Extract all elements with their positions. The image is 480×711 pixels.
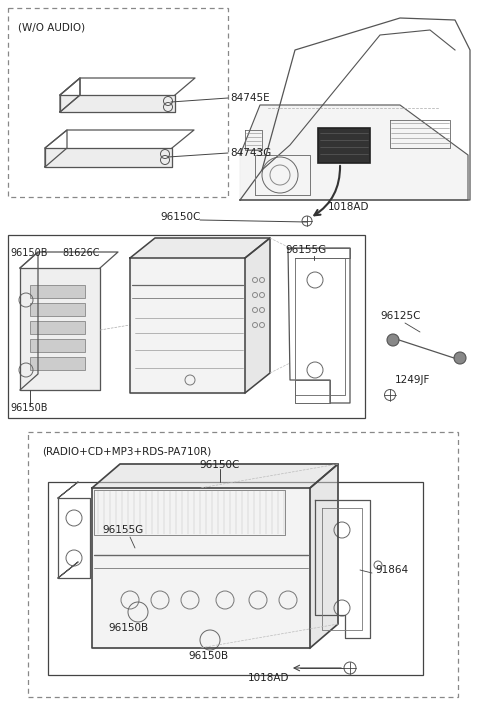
Polygon shape	[92, 464, 338, 488]
Bar	[30, 339, 85, 352]
Polygon shape	[60, 95, 175, 112]
Text: 1018AD: 1018AD	[328, 202, 370, 212]
Text: 84743G: 84743G	[230, 148, 271, 158]
Polygon shape	[245, 238, 270, 393]
Text: 96155G: 96155G	[285, 245, 326, 255]
Text: 1249JF: 1249JF	[395, 375, 431, 385]
Bar	[30, 285, 85, 298]
Text: 84745E: 84745E	[230, 93, 270, 103]
Text: 96150B: 96150B	[10, 403, 48, 413]
Bar	[30, 357, 85, 370]
Text: 96155G: 96155G	[102, 525, 143, 535]
Bar	[30, 303, 85, 316]
Polygon shape	[92, 488, 310, 648]
Circle shape	[387, 334, 399, 346]
Text: (W/O AUDIO): (W/O AUDIO)	[18, 22, 85, 32]
Text: 96150C: 96150C	[160, 212, 200, 222]
Text: 1018AD: 1018AD	[248, 673, 289, 683]
Text: 91864: 91864	[375, 565, 408, 575]
Text: 96125C: 96125C	[380, 311, 420, 321]
Polygon shape	[310, 464, 338, 648]
Polygon shape	[240, 105, 468, 200]
Circle shape	[454, 352, 466, 364]
Bar	[30, 321, 85, 334]
Bar	[28, 432, 458, 697]
Bar	[8, 235, 365, 418]
Bar	[318, 128, 370, 163]
Bar	[8, 8, 228, 197]
Polygon shape	[20, 268, 100, 390]
Text: 81626C: 81626C	[62, 248, 99, 258]
Text: (RADIO+CD+MP3+RDS-PA710R): (RADIO+CD+MP3+RDS-PA710R)	[42, 447, 211, 457]
Text: 96150B: 96150B	[10, 248, 48, 258]
Text: 96150B: 96150B	[188, 651, 228, 661]
Bar	[48, 482, 423, 675]
Text: 96150C: 96150C	[200, 460, 240, 470]
Polygon shape	[130, 238, 270, 258]
Polygon shape	[45, 148, 172, 167]
Text: 96150B: 96150B	[108, 623, 148, 633]
Polygon shape	[130, 258, 245, 393]
